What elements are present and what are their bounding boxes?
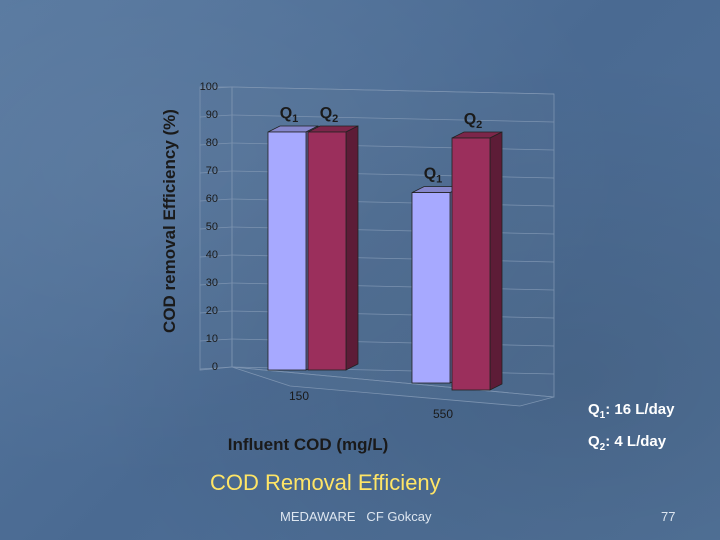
gridline-side bbox=[199, 170, 233, 174]
y-tick-label: 0 bbox=[212, 361, 218, 373]
y-tick-label: 60 bbox=[206, 193, 218, 205]
chart-floor bbox=[231, 366, 555, 407]
gridline bbox=[231, 86, 555, 95]
y-tick-label: 70 bbox=[206, 165, 218, 177]
bar-Q1-550 bbox=[411, 192, 451, 384]
y-tick-label: 90 bbox=[206, 109, 218, 121]
y-tick-label: 50 bbox=[206, 221, 218, 233]
gridline-side bbox=[199, 338, 233, 342]
bar-Q1-150 bbox=[267, 131, 307, 371]
legend-q1-sub: 1 bbox=[599, 410, 606, 421]
legend-q2-text: : 4 L/day bbox=[605, 433, 667, 450]
y-tick-label: 20 bbox=[206, 305, 218, 317]
y-tick-label: 40 bbox=[206, 249, 218, 261]
x-tick-label-550: 550 bbox=[433, 407, 453, 421]
bar-Q2-150 bbox=[307, 131, 347, 371]
legend-q2: Q2: 4 L/day bbox=[588, 433, 666, 453]
legend-q1-symbol: Q bbox=[588, 401, 600, 418]
gridline-side bbox=[199, 366, 233, 370]
gridline-side bbox=[199, 114, 233, 118]
y-axis-label: COD removal Efficiency (%) bbox=[160, 109, 179, 333]
bar-side-Q2-150 bbox=[345, 125, 359, 371]
y-tick-label: 100 bbox=[200, 81, 218, 93]
legend-q2-symbol: Q bbox=[588, 433, 600, 450]
gridline-side bbox=[199, 198, 233, 202]
y-tick-label: 80 bbox=[206, 137, 218, 149]
bar-side-Q2-550 bbox=[489, 131, 503, 391]
gridline-side bbox=[199, 86, 233, 90]
y-tick-label: 30 bbox=[206, 277, 218, 289]
gridline-side bbox=[199, 226, 233, 230]
bar-Q2-550 bbox=[451, 137, 491, 391]
x-axis-label: Influent COD (mg/L) bbox=[228, 435, 389, 454]
bar-label-Q1-150: Q1 bbox=[280, 105, 299, 125]
gridline-side bbox=[199, 310, 233, 314]
slide-title: COD Removal Efficieny bbox=[210, 470, 441, 495]
bar-label-Q2-550: Q2 bbox=[464, 111, 483, 131]
gridline-side bbox=[199, 142, 233, 146]
legend-q1-text: : 16 L/day bbox=[605, 401, 675, 418]
gridline bbox=[231, 114, 555, 123]
y-tick-label: 10 bbox=[206, 333, 218, 345]
page-number: 77 bbox=[661, 509, 676, 524]
bar-label-Q2-150: Q2 bbox=[320, 105, 339, 125]
footer-source: MEDAWARE CF Gokcay bbox=[280, 509, 432, 524]
x-tick-label-150: 150 bbox=[289, 389, 309, 403]
legend-q2-sub: 2 bbox=[599, 442, 606, 453]
gridline-side bbox=[199, 254, 233, 258]
gridline-side bbox=[199, 282, 233, 286]
bar-label-Q1-550: Q1 bbox=[424, 166, 443, 186]
bar-chart: 0 10 20 30 40 50 60 70 80 90 100 Q1 Q2 Q1 Q2 150 550 C… bbox=[160, 81, 555, 454]
legend-q1: Q1: 16 L/day bbox=[588, 401, 674, 421]
